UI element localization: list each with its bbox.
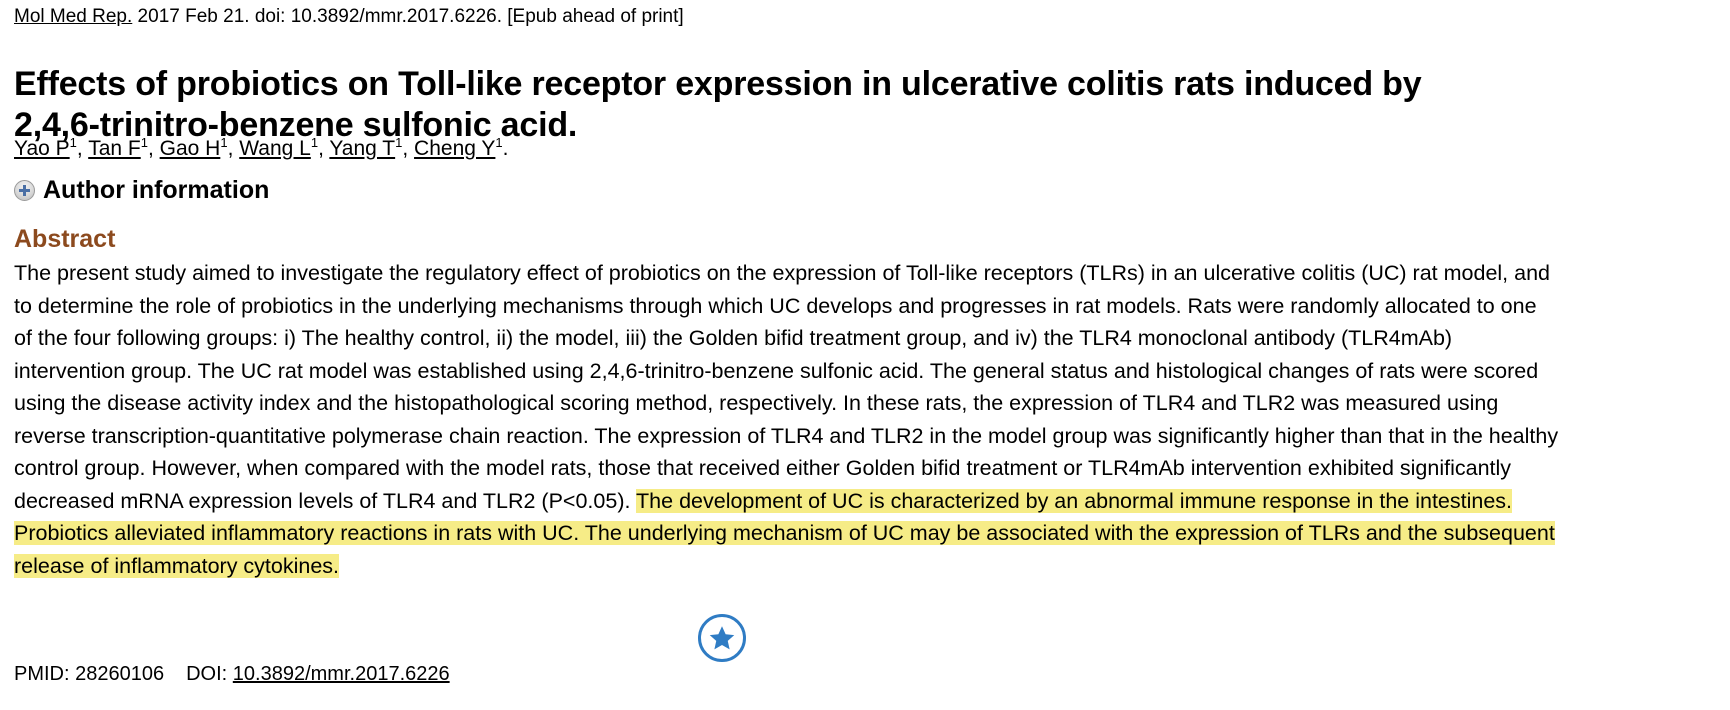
author-link[interactable]: Gao H — [159, 137, 221, 160]
author-item: Wang L1 — [239, 135, 319, 160]
altmetric-star-badge[interactable] — [698, 614, 746, 662]
citation-rest: 2017 Feb 21. doi: 10.3892/mmr.2017.6226.… — [132, 6, 684, 27]
plus-circle-icon[interactable] — [14, 179, 35, 201]
abstract-text-plain: The present study aimed to investigate t… — [14, 261, 1559, 513]
author-information-toggle[interactable]: Author information — [14, 176, 269, 204]
journal-link[interactable]: Mol Med Rep. — [14, 6, 133, 27]
abstract-heading: Abstract — [14, 225, 116, 253]
author-link[interactable]: Wang L — [239, 137, 311, 160]
star-icon — [709, 626, 735, 650]
author-link[interactable]: Yang T — [329, 137, 396, 160]
author-list-terminator: . — [502, 137, 509, 160]
author-item: Tan F1 — [88, 135, 148, 160]
pmid-value: 28260106 — [75, 663, 165, 685]
abstract-text: The present study aimed to investigate t… — [14, 257, 1559, 582]
identifier-line: PMID: 28260106 DOI: 10.3892/mmr.2017.6226 — [14, 661, 450, 687]
pmid-label: PMID: — [14, 663, 70, 685]
author-information-label: Author information — [43, 176, 270, 204]
author-link[interactable]: Tan F — [88, 137, 141, 160]
page-title: Effects of probiotics on Toll-like recep… — [14, 64, 1422, 144]
author-item: Yao P1 — [14, 135, 77, 160]
doi-link[interactable]: 10.3892/mmr.2017.6226 — [232, 663, 450, 685]
author-item: Gao H1 — [159, 135, 228, 160]
doi-label: DOI: — [186, 663, 228, 685]
author-item: Yang T1 — [329, 135, 403, 160]
citation-line: Mol Med Rep. 2017 Feb 21. doi: 10.3892/m… — [14, 5, 684, 29]
author-link[interactable]: Yao P — [14, 137, 70, 160]
author-list: Yao P1, Tan F1, Gao H1, Wang L1, Yang T1… — [14, 135, 509, 160]
author-link[interactable]: Cheng Y — [414, 137, 496, 160]
author-item: Cheng Y1 — [414, 135, 503, 160]
